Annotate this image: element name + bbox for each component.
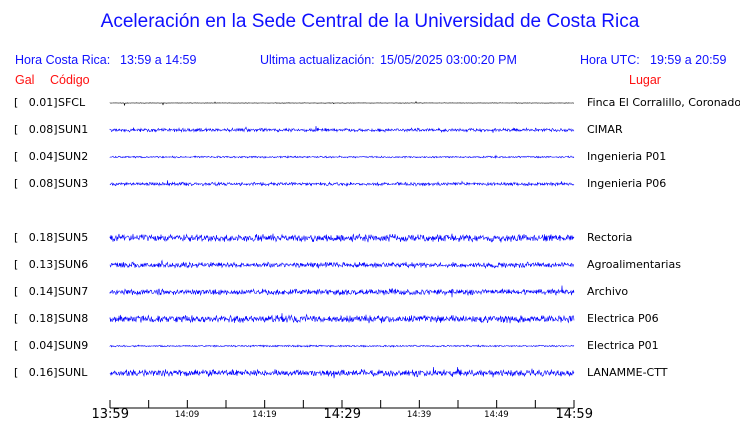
time-tick-label: 14:49 <box>484 410 509 420</box>
local-time-label: Hora Costa Rica: <box>15 53 111 67</box>
station-code: SFCL <box>58 96 86 109</box>
gal-column-header: Gal <box>15 73 35 87</box>
last-update-label: Ultima actualización: <box>260 53 375 67</box>
last-update-value: 15/05/2025 03:00:20 PM <box>380 53 517 67</box>
local-time-range: 13:59 a 14:59 <box>120 53 197 67</box>
station-code: SUN3 <box>58 177 89 190</box>
code-column-header: Código <box>50 73 90 87</box>
station-gal-value: [ 0.01] <box>14 96 58 109</box>
waveform-sun8 <box>109 313 575 324</box>
station-gal-value: [ 0.13] <box>14 258 58 271</box>
station-place: LANAMME-CTT <box>587 366 668 379</box>
station-code: SUN8 <box>58 312 89 325</box>
waveform-sunl <box>109 366 575 379</box>
station-gal-value: [ 0.04] <box>14 150 58 163</box>
station-place: CIMAR <box>587 123 623 136</box>
station-code: SUN7 <box>58 285 89 298</box>
station-place: Ingenieria P06 <box>587 177 667 190</box>
station-place: Rectoria <box>587 231 633 244</box>
station-gal-value: [ 0.08] <box>14 177 58 190</box>
place-column-header: Lugar <box>629 73 661 87</box>
waveform-sun3 <box>109 180 575 187</box>
waveform-sun7 <box>109 285 575 298</box>
time-tick-label: 14:39 <box>406 410 432 420</box>
waveform-sun5 <box>109 233 575 243</box>
station-place: Electrica P06 <box>587 312 659 325</box>
station-gal-value: [ 0.08] <box>14 123 58 136</box>
time-tick-label: 14:59 <box>555 407 593 422</box>
page-title: Aceleración en la Sede Central de la Uni… <box>100 11 640 32</box>
station-place: Archivo <box>587 285 629 298</box>
waveform-sun2 <box>109 154 575 159</box>
time-tick-label: 14:19 <box>252 410 277 420</box>
station-code: SUN1 <box>58 123 89 136</box>
utc-time-label: Hora UTC: <box>580 53 640 67</box>
station-gal-value: [ 0.14] <box>14 285 58 298</box>
time-tick-label: 13:59 <box>91 407 129 422</box>
station-place: Electrica P01 <box>587 339 659 352</box>
station-gal-value: [ 0.18] <box>14 231 58 244</box>
station-code: SUN9 <box>58 339 89 352</box>
station-place: Ingenieria P01 <box>587 150 667 163</box>
station-code: SUN6 <box>58 258 89 271</box>
station-place: Finca El Corralillo, Coronado <box>587 96 740 109</box>
station-gal-value: [ 0.04] <box>14 339 58 352</box>
station-gal-value: [ 0.16] <box>14 366 58 379</box>
station-code: SUN5 <box>58 231 89 244</box>
time-tick-label: 14:09 <box>174 410 200 420</box>
time-tick-label: 14:29 <box>323 407 361 422</box>
station-gal-value: [ 0.18] <box>14 312 58 325</box>
waveform-sun1 <box>109 125 575 134</box>
station-place: Agroalimentarias <box>587 258 681 271</box>
waveform-sun6 <box>109 259 575 270</box>
station-code: SUNL <box>58 366 88 379</box>
station-code: SUN2 <box>58 150 89 163</box>
waveform-sfcl <box>109 100 575 106</box>
utc-time-range: 19:59 a 20:59 <box>650 53 727 67</box>
waveform-sun9 <box>109 344 575 348</box>
